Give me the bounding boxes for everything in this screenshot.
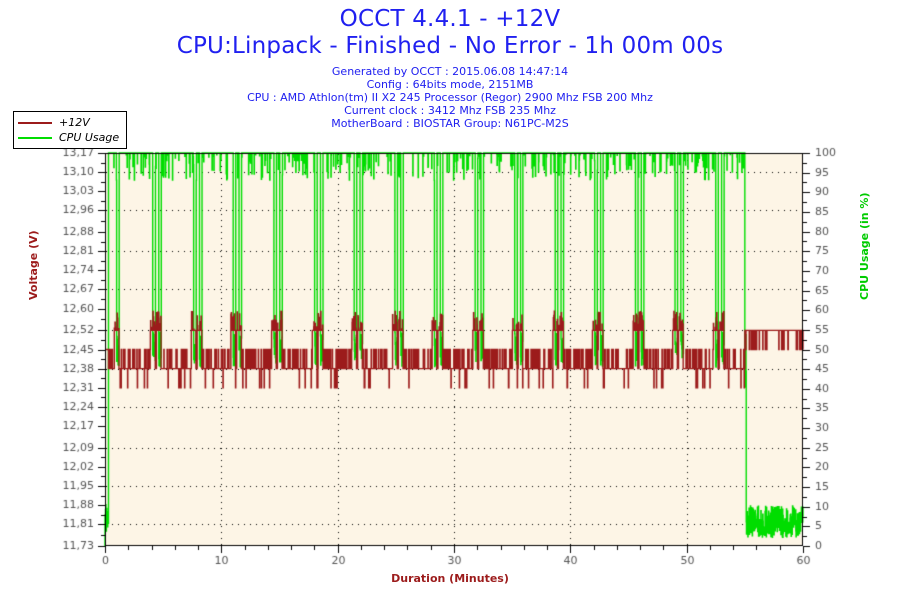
legend-label-voltage: +12V [59,116,90,129]
chart-legend: +12V CPU Usage [13,111,128,149]
legend-item-voltage: +12V [18,115,119,130]
y-axis-right-title: CPU Usage (in %) [858,192,871,300]
x-axis-title: Duration (Minutes) [391,572,509,585]
legend-swatch-cpu-usage-icon [18,136,52,139]
legend-swatch-voltage-icon [18,121,52,124]
legend-item-cpu-usage: CPU Usage [18,130,119,145]
legend-label-cpu-usage: CPU Usage [59,131,120,144]
y-axis-left-title: Voltage (V) [27,230,40,300]
